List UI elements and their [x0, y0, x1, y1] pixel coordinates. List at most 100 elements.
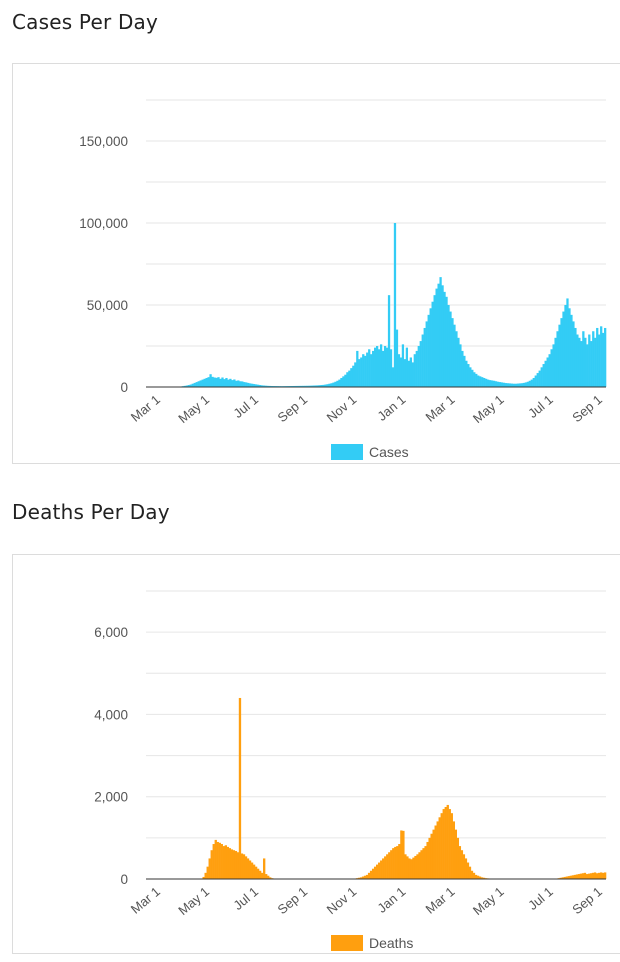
cases-bar: [566, 298, 569, 387]
deaths-bar: [569, 875, 572, 879]
cases-bar: [487, 379, 490, 387]
deaths-bar: [408, 858, 411, 879]
cases-y-tick-label: 150,000: [79, 134, 128, 149]
deaths-bar: [214, 839, 217, 879]
deaths-bar: [394, 846, 397, 879]
deaths-bar: [603, 872, 607, 879]
cases-bar: [481, 377, 484, 387]
deaths-bar: [248, 860, 252, 879]
cases-bar: [340, 377, 343, 387]
deaths-bar: [599, 872, 603, 879]
cases-bar: [429, 308, 432, 387]
deaths-bar: [376, 864, 379, 879]
cases-x-tick-label: Sep 1: [275, 392, 311, 425]
cases-bar: [257, 384, 260, 387]
deaths-bar: [373, 866, 377, 879]
deaths-bar: [442, 809, 445, 879]
cases-bar: [417, 346, 420, 387]
deaths-bar: [371, 868, 375, 879]
cases-x-tick-label: Nov 1: [324, 392, 360, 425]
cases-bar: [391, 367, 395, 387]
cases-bar: [221, 377, 224, 387]
deaths-bar: [226, 846, 230, 879]
deaths-bar: [571, 875, 575, 879]
cases-bar: [294, 385, 297, 387]
deaths-chart-card: 0 2,000 4,000 6,000 Mar 1 May 1 Jul 1 Sep 1 Nov …: [12, 554, 620, 954]
cases-bar: [336, 380, 339, 387]
deaths-bar: [418, 852, 421, 879]
deaths-y-tick-label: 0: [120, 872, 128, 887]
deaths-bar: [478, 876, 482, 879]
cases-bar: [207, 377, 210, 387]
deaths-gridlines: [146, 590, 606, 839]
cases-bar: [500, 382, 504, 387]
deaths-y-tick-label: 6,000: [94, 625, 128, 640]
cases-bar: [197, 381, 200, 387]
deaths-bar: [470, 870, 474, 879]
cases-bar: [409, 357, 412, 387]
cases-bar: [383, 346, 387, 387]
deaths-bar: [367, 872, 371, 879]
deaths-bar: [256, 868, 260, 879]
cases-bar: [320, 385, 323, 387]
cases-bar: [235, 380, 238, 387]
cases-bar: [598, 334, 601, 387]
cases-bar: [261, 385, 264, 387]
cases-chart: 0 50,000 100,000 150,000 Mar 1 May 1 Jul 1 Sep …: [79, 99, 607, 460]
cases-bar: [437, 283, 440, 387]
deaths-bar: [378, 862, 381, 879]
cases-bar: [187, 385, 190, 387]
deaths-bar: [575, 874, 579, 879]
deaths-bar: [460, 850, 464, 879]
cases-bar: [403, 359, 407, 387]
cases-bar: [308, 385, 311, 387]
deaths-bar: [238, 697, 242, 879]
cases-bar: [445, 296, 448, 387]
cases-bar: [334, 381, 337, 387]
cases-bar: [300, 385, 303, 387]
deaths-bar: [430, 833, 433, 879]
cases-bar: [479, 376, 482, 387]
cases-bar: [528, 380, 531, 387]
deaths-bar: [236, 852, 240, 879]
deaths-x-tick-label: Sep 1: [569, 884, 605, 917]
deaths-bar: [426, 841, 429, 879]
cases-bar: [477, 375, 480, 387]
cases-bar: [393, 223, 397, 387]
cases-bar: [189, 384, 192, 387]
cases-bar: [496, 381, 500, 387]
cases-bar: [498, 382, 502, 387]
cases-bar: [296, 385, 299, 387]
deaths-bar: [438, 817, 441, 879]
deaths-bar: [410, 859, 413, 879]
cases-bar: [199, 380, 202, 387]
deaths-x-tick-label: Mar 1: [128, 884, 163, 917]
cases-bar: [443, 291, 446, 387]
deaths-section-title: Deaths Per Day: [12, 500, 170, 524]
cases-bar: [554, 337, 557, 387]
deaths-bar: [412, 857, 415, 879]
deaths-bar: [563, 876, 566, 879]
deaths-x-tick-label: Mar 1: [422, 884, 457, 917]
cases-bar: [372, 350, 375, 387]
cases-bar: [231, 380, 234, 387]
deaths-x-tick-label: May 1: [175, 884, 212, 918]
cases-bar: [266, 385, 270, 387]
cases-bar: [302, 385, 305, 387]
cases-bar: [467, 364, 470, 387]
cases-bar: [473, 372, 476, 387]
cases-bar: [544, 360, 547, 387]
cases-bar: [362, 354, 365, 387]
deaths-bar: [573, 874, 577, 879]
cases-bar: [550, 349, 553, 387]
cases-bar: [387, 295, 391, 387]
deaths-bar: [452, 821, 455, 879]
deaths-x-tick-label: Jan 1: [374, 884, 408, 916]
deaths-bar: [454, 829, 457, 879]
deaths-bar: [398, 844, 401, 879]
cases-bar: [453, 324, 456, 387]
deaths-bar: [267, 875, 270, 879]
deaths-bar: [424, 846, 427, 879]
deaths-bar: [482, 877, 486, 879]
cases-bar: [502, 382, 506, 387]
